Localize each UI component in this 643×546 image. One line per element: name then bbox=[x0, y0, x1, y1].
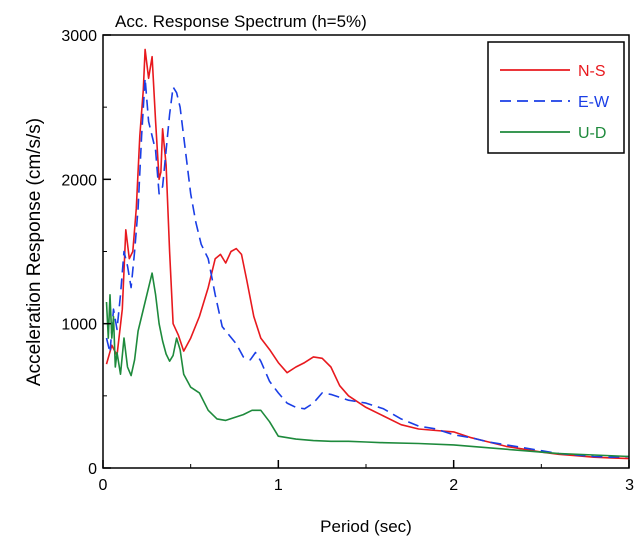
y-tick-label: 3000 bbox=[61, 28, 97, 45]
series-line-u-d bbox=[105, 272, 630, 458]
plot-area bbox=[105, 48, 630, 460]
axes: 0 1 2 3 0 1000 2000 3000 bbox=[61, 28, 634, 494]
legend: N-S E-W U-D bbox=[487, 41, 625, 154]
y-tick-label: 2000 bbox=[61, 172, 97, 189]
x-tick-label: 2 bbox=[449, 477, 458, 494]
chart-title: Acc. Response Spectrum (h=5%) bbox=[115, 12, 367, 31]
x-tick-label: 3 bbox=[625, 477, 634, 494]
y-axis-label: Acceleration Response (cm/s/s) bbox=[24, 118, 45, 386]
legend-label-u-d: U-D bbox=[578, 125, 606, 142]
legend-box bbox=[487, 41, 625, 154]
x-axis-label: Period (sec) bbox=[320, 517, 412, 536]
y-tick-label: 1000 bbox=[61, 317, 97, 334]
series-line-e-w bbox=[105, 77, 630, 458]
series-line-n-s bbox=[105, 48, 630, 460]
x-tick-label: 0 bbox=[99, 477, 108, 494]
legend-label-e-w: E-W bbox=[578, 94, 610, 111]
legend-label-n-s: N-S bbox=[578, 63, 606, 80]
y-tick-label: 0 bbox=[88, 461, 97, 478]
x-tick-label: 1 bbox=[274, 477, 283, 494]
